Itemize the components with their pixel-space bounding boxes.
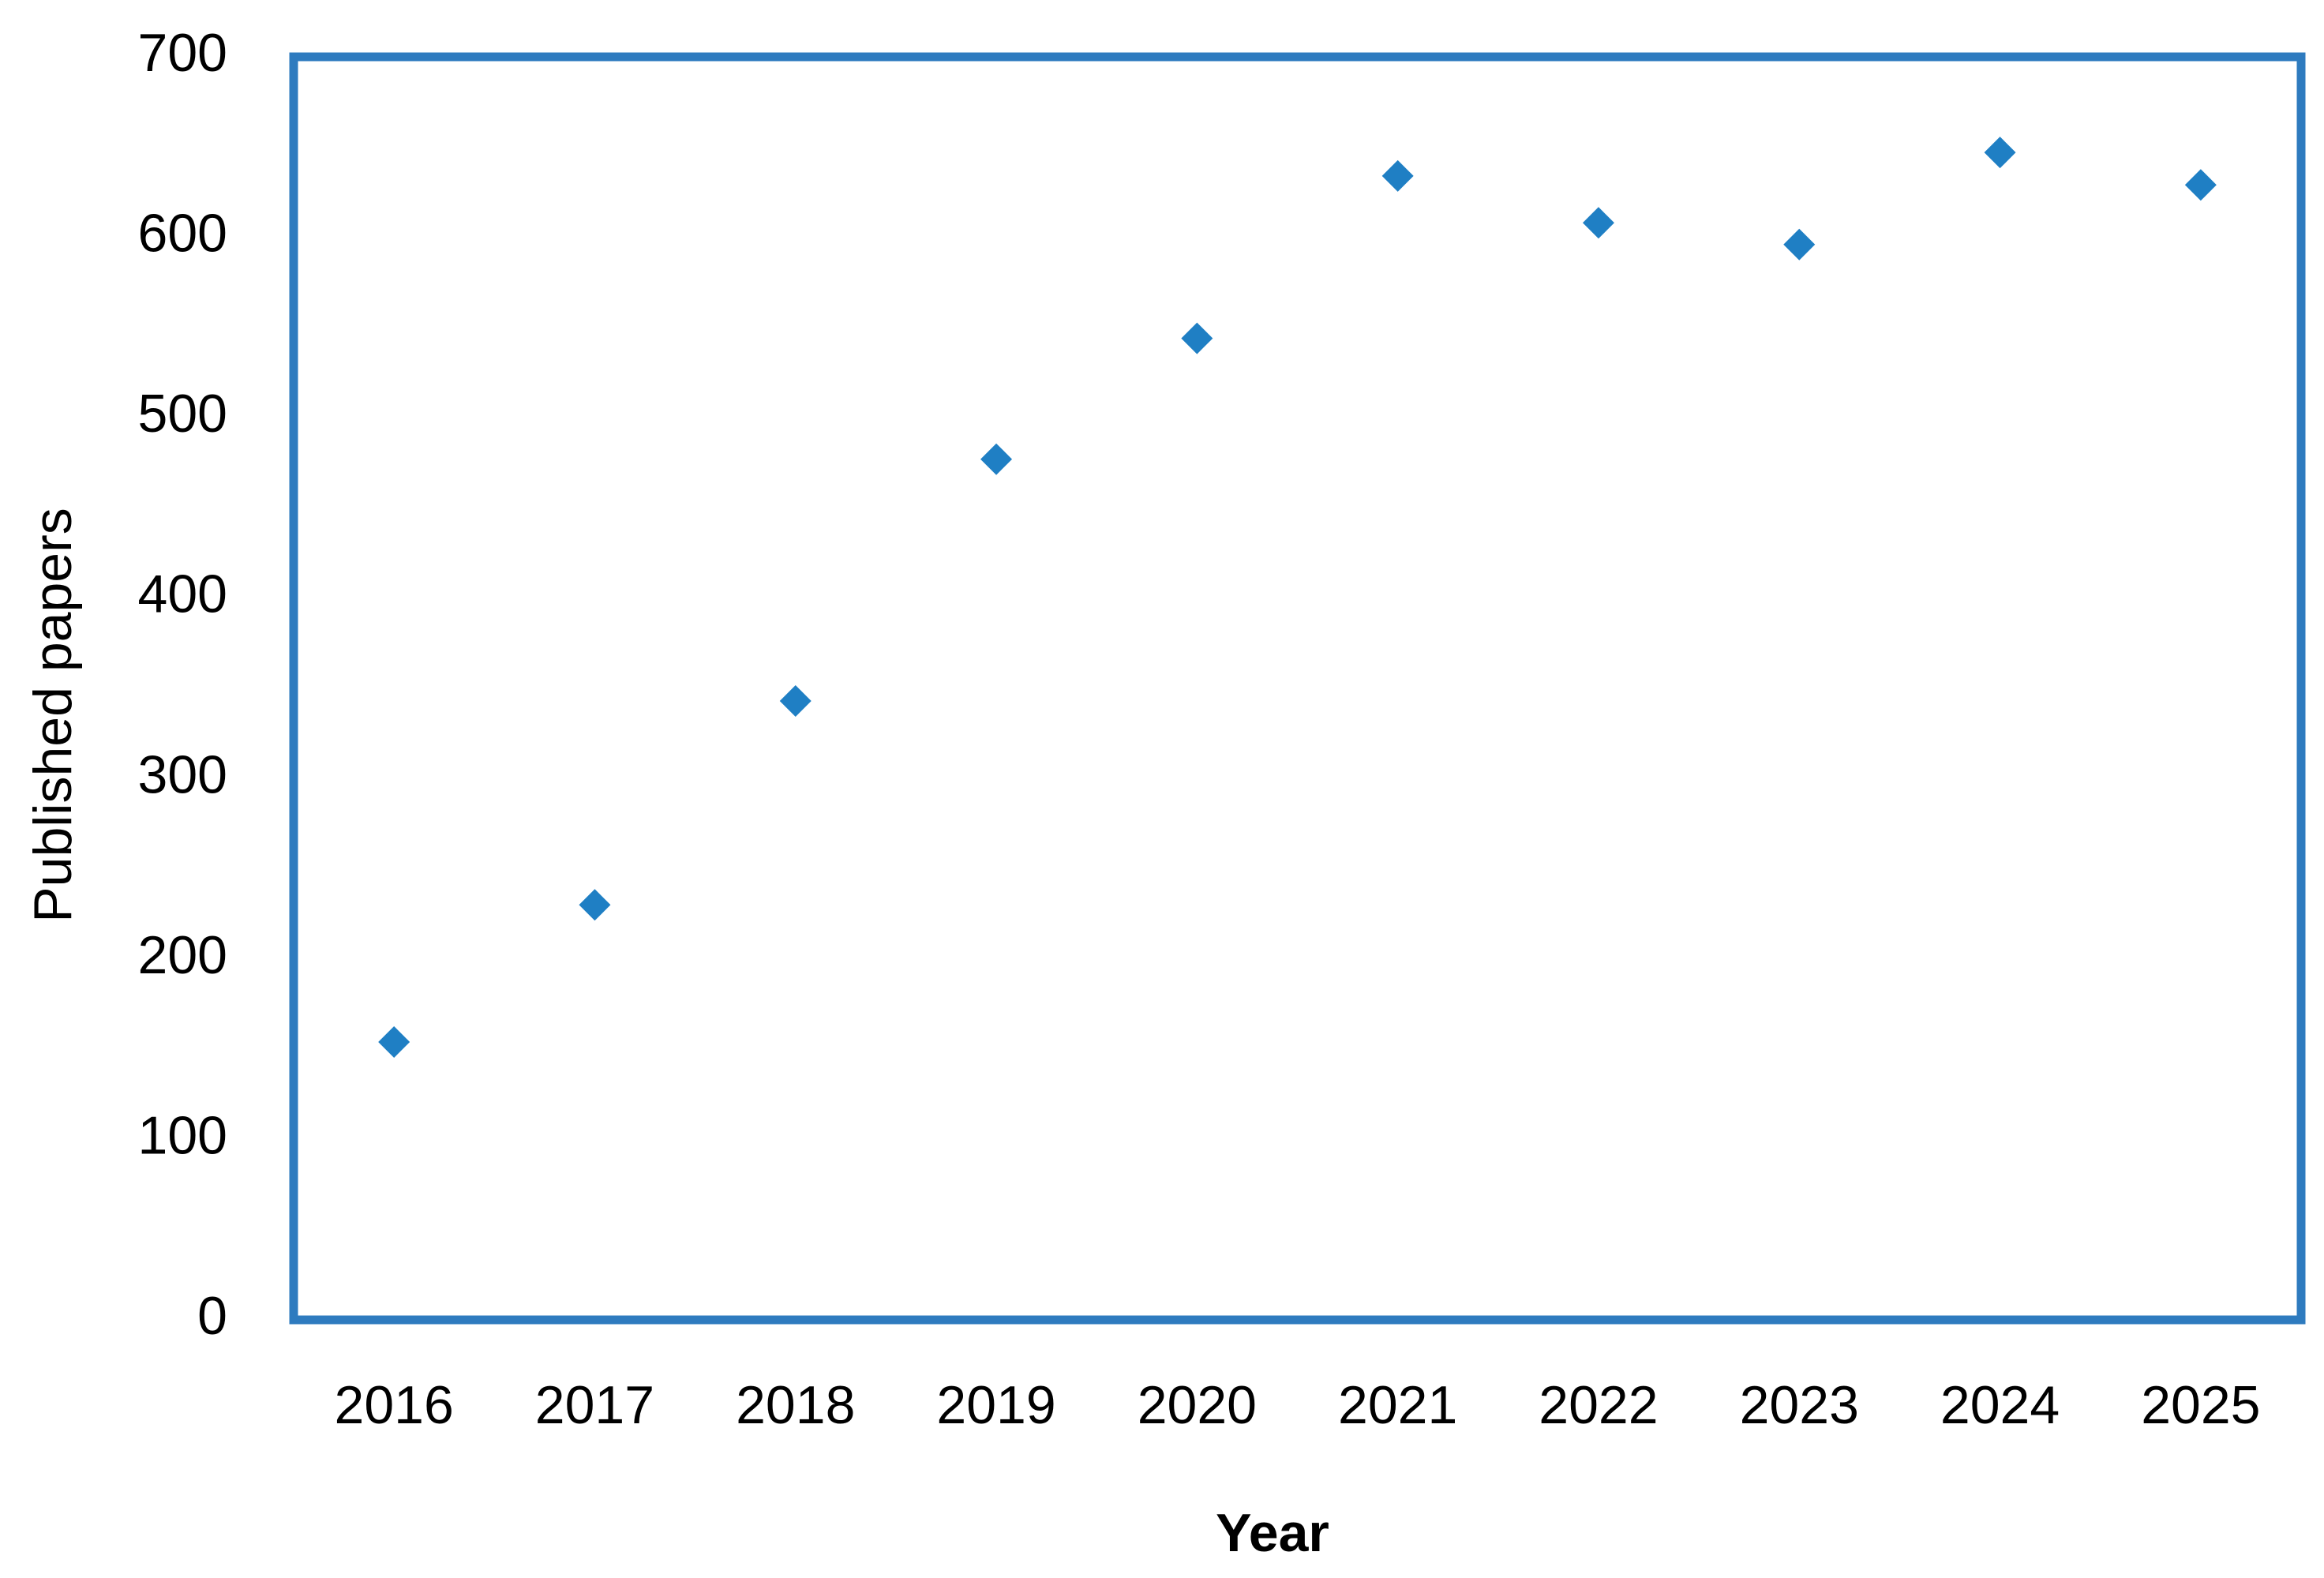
- data-point: [378, 1026, 410, 1058]
- x-tick-label: 2022: [1539, 1375, 1658, 1435]
- y-tick-label: 500: [138, 384, 227, 444]
- x-axis-title: Year: [1216, 1503, 1329, 1563]
- x-tick-label: 2025: [2141, 1375, 2260, 1435]
- data-point: [980, 443, 1013, 475]
- y-tick-label: 600: [138, 204, 227, 264]
- y-tick-label: 100: [138, 1105, 227, 1165]
- data-point: [1181, 322, 1213, 354]
- data-point: [1783, 228, 1816, 261]
- data-point: [1984, 137, 2016, 169]
- data-point: [779, 685, 812, 717]
- y-axis-title: Published papers: [23, 508, 83, 922]
- x-tick-label: 2017: [535, 1375, 654, 1435]
- x-tick-label: 2016: [335, 1375, 454, 1435]
- x-tick-label: 2023: [1740, 1375, 1859, 1435]
- x-tick-label: 2021: [1338, 1375, 1457, 1435]
- y-tick-label: 400: [138, 564, 227, 624]
- plot-frame: [289, 52, 2306, 1325]
- y-tick-label: 0: [197, 1286, 227, 1346]
- data-point: [1381, 159, 1414, 192]
- y-tick-label: 200: [138, 925, 227, 985]
- data-point: [2184, 169, 2217, 201]
- x-tick-label: 2024: [1940, 1375, 2060, 1435]
- x-tick-label: 2018: [736, 1375, 855, 1435]
- data-point: [1582, 207, 1614, 239]
- y-tick-label: 700: [138, 23, 227, 83]
- x-tick-label: 2019: [936, 1375, 1055, 1435]
- data-point: [579, 889, 611, 921]
- x-tick-label: 2020: [1138, 1375, 1257, 1435]
- y-tick-label: 300: [138, 744, 227, 804]
